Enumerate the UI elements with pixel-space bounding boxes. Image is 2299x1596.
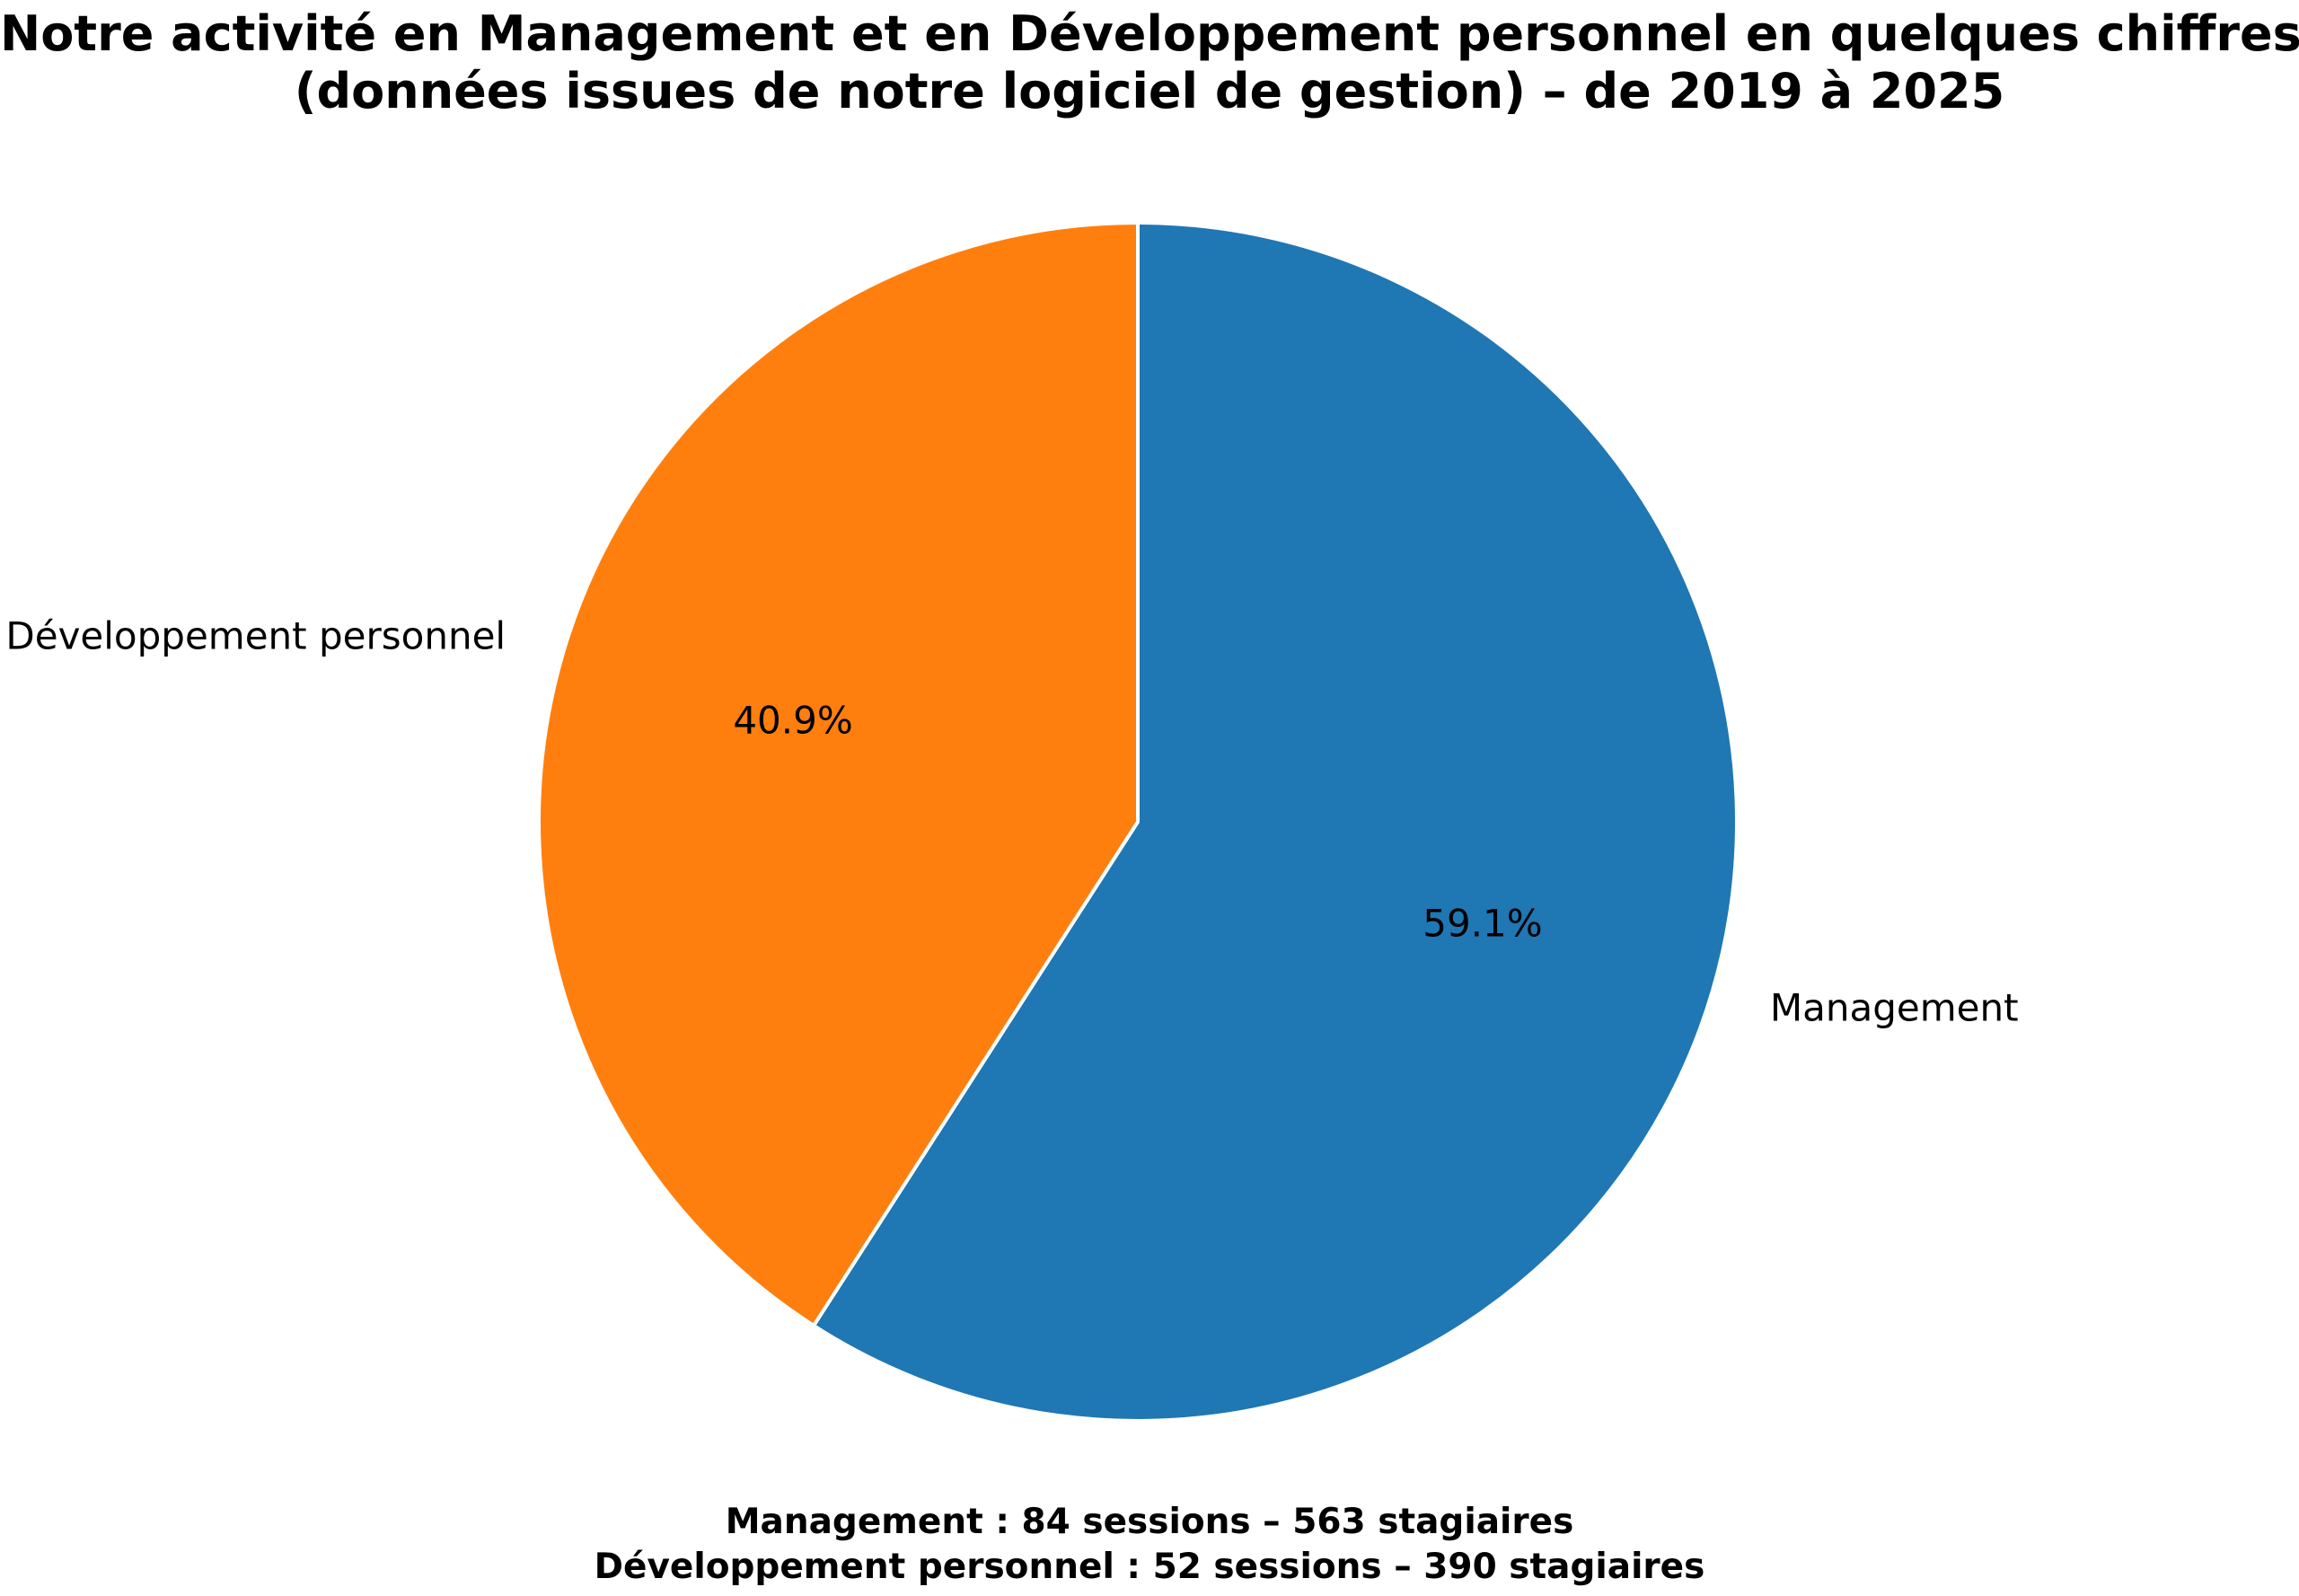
- footer-line-developpement: Développement personnel : 52 sessions – …: [594, 1547, 1705, 1587]
- pie-category-label-management: Management: [1770, 985, 2019, 1029]
- pie-percent-label-management: 59.1%: [1423, 901, 1542, 945]
- chart-title-line-1: Notre activité en Management et en Dével…: [0, 5, 2299, 62]
- pie-category-label-developpement-personnel: Développement personnel: [5, 614, 506, 658]
- pie-slice-management: [812, 221, 1739, 1423]
- footer-line-management: Management : 84 sessions – 563 stagiaire…: [725, 1502, 1574, 1542]
- chart-footer-summary: Management : 84 sessions – 563 stagiaire…: [0, 1500, 2299, 1590]
- chart-title-line-2: (données issues de notre logiciel de ges…: [294, 63, 2005, 119]
- chart-title: Notre activité en Management et en Dével…: [0, 5, 2299, 120]
- pie-percent-label-developpement-personnel: 40.9%: [733, 699, 852, 743]
- pie-slice-developpement-personnel: [537, 221, 1140, 1327]
